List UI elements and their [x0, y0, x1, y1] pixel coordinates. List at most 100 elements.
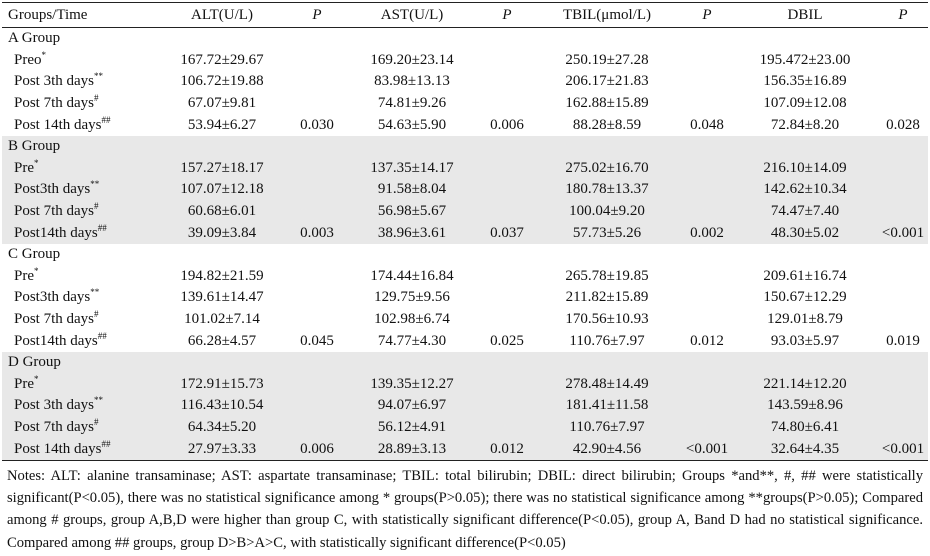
- row-label-cell: Post3th days**: [2, 287, 152, 309]
- significance-mark: **: [94, 395, 104, 406]
- p-value-cell: 0.030: [300, 116, 334, 133]
- p-value-cell: [292, 157, 342, 180]
- value-cell: 137.35±14.17: [342, 157, 482, 180]
- value-cell: 102.98±6.74: [374, 311, 450, 328]
- p-value-cell: [682, 200, 732, 223]
- p-value-cell: [682, 266, 732, 288]
- table-notes: Notes: ALT: alanine transaminase; AST: a…: [7, 467, 923, 551]
- p-value-cell: [482, 200, 532, 223]
- header-dbil: DBIL: [787, 6, 823, 23]
- p-value-cell: 0.025: [490, 332, 524, 349]
- value-cell: 38.96±3.61: [342, 222, 482, 244]
- value-cell: 94.07±6.97: [342, 395, 482, 417]
- row-label-cell: Post 7th days#: [2, 416, 152, 439]
- p-value-cell: [878, 71, 928, 93]
- row-label: Post 7th days: [14, 311, 95, 328]
- p-value-cell: [878, 179, 928, 201]
- value-cell: 74.47±7.40: [732, 200, 878, 223]
- p-value-cell: <0.001: [682, 438, 732, 461]
- p-value-cell: 0.045: [300, 332, 334, 349]
- p-value-cell: 0.028: [886, 116, 920, 133]
- value-cell: 110.76±7.97: [532, 416, 682, 439]
- table-row: Post3th days** 139.61±14.47 129.75±9.56 211…: [2, 287, 928, 309]
- group-header-row: A Group: [2, 28, 928, 50]
- significance-mark: **: [94, 71, 104, 82]
- p-value-cell: [682, 309, 732, 331]
- value-cell: 265.78±19.85: [565, 267, 649, 284]
- row-label-cell: Post 14th days##: [2, 438, 152, 461]
- row-label: Post 7th days: [14, 95, 95, 112]
- p-value-cell: [878, 266, 928, 288]
- value-cell: 72.84±8.20: [770, 116, 840, 133]
- p-value-cell: [292, 50, 342, 72]
- p-value-cell: [682, 157, 732, 180]
- p-value-cell: [682, 71, 732, 93]
- value-cell: 88.28±8.59: [572, 116, 642, 133]
- row-label-cell: Post 7th days#: [2, 200, 152, 223]
- row-label: Post 3th days: [14, 73, 95, 90]
- p-value-cell: <0.001: [878, 222, 928, 244]
- p-value-cell: [292, 395, 342, 417]
- p-value-cell: 0.006: [292, 438, 342, 461]
- value-cell: 100.04±9.20: [532, 200, 682, 223]
- p-value-cell: [878, 373, 928, 396]
- value-cell: 56.98±5.67: [342, 200, 482, 223]
- table-row: Post3th days** 107.07±12.18 91.58±8.04 180.…: [2, 179, 928, 201]
- p-value-cell: [482, 416, 532, 439]
- value-cell: 142.62±10.34: [732, 179, 878, 201]
- value-cell: 156.35±16.89: [763, 73, 847, 90]
- p-value-cell: [292, 309, 342, 331]
- p-value-cell: [682, 416, 732, 439]
- p-value-cell: [878, 93, 928, 115]
- value-cell: 101.02±7.14: [184, 311, 260, 328]
- group-header-row: B Group: [2, 135, 928, 158]
- significance-mark: #: [94, 309, 99, 320]
- header-p-value: P: [312, 6, 322, 23]
- value-cell: 56.12±4.91: [342, 416, 482, 439]
- results-table: Groups/Time ALT(U/L) P AST(U/L) P TBIL(μmol/L…: [2, 2, 928, 461]
- value-cell: 93.03±5.97: [770, 332, 840, 349]
- value-cell: 64.34±5.20: [152, 416, 292, 439]
- header-ast-u-l: AST(U/L): [380, 6, 444, 23]
- row-label-cell: Post14th days##: [2, 222, 152, 244]
- p-value-cell: [878, 309, 928, 331]
- significance-mark: #: [94, 201, 99, 212]
- p-value-cell: [292, 266, 342, 288]
- p-value-cell: [482, 287, 532, 309]
- table-row: Post 7th days# 60.68±6.01 56.98±5.67 100.04…: [2, 200, 928, 223]
- p-value-cell: 0.012: [482, 438, 532, 461]
- value-cell: 206.17±21.83: [565, 73, 649, 90]
- value-cell: 48.30±5.02: [732, 222, 878, 244]
- value-cell: 150.67±12.29: [763, 289, 847, 306]
- p-value-cell: [682, 373, 732, 396]
- value-cell: 174.44±16.84: [370, 267, 454, 284]
- p-value-cell: [292, 416, 342, 439]
- value-cell: 74.77±4.30: [377, 332, 447, 349]
- value-cell: 60.68±6.01: [152, 200, 292, 223]
- significance-mark: ##: [101, 114, 111, 125]
- value-cell: 39.09±3.84: [152, 222, 292, 244]
- row-label: Post3th days: [14, 181, 91, 198]
- p-value-cell: [482, 179, 532, 201]
- p-value-cell: [878, 287, 928, 309]
- row-label: Post 7th days: [14, 203, 95, 220]
- p-value-cell: [292, 71, 342, 93]
- p-value-cell: 0.002: [682, 222, 732, 244]
- p-value-cell: 0.037: [482, 222, 532, 244]
- row-label: Pre: [14, 159, 34, 176]
- p-value-cell: [682, 395, 732, 417]
- row-label-cell: Pre*: [2, 266, 152, 288]
- p-value-cell: [682, 50, 732, 72]
- group-name: A Group: [8, 30, 61, 47]
- p-value-cell: [878, 416, 928, 439]
- p-value-cell: [878, 157, 928, 180]
- significance-mark: **: [90, 179, 100, 190]
- significance-mark: ##: [97, 222, 107, 233]
- value-cell: 211.82±15.89: [565, 289, 649, 306]
- table-row: Pre* 157.27±18.17 137.35±14.17 275.02±16.70…: [2, 157, 928, 180]
- row-label-cell: Post3th days**: [2, 179, 152, 201]
- row-label: Post14th days: [14, 224, 98, 241]
- value-cell: 143.59±8.96: [732, 395, 878, 417]
- p-value-cell: 0.003: [292, 222, 342, 244]
- header-groups-time: Groups/Time: [8, 6, 88, 23]
